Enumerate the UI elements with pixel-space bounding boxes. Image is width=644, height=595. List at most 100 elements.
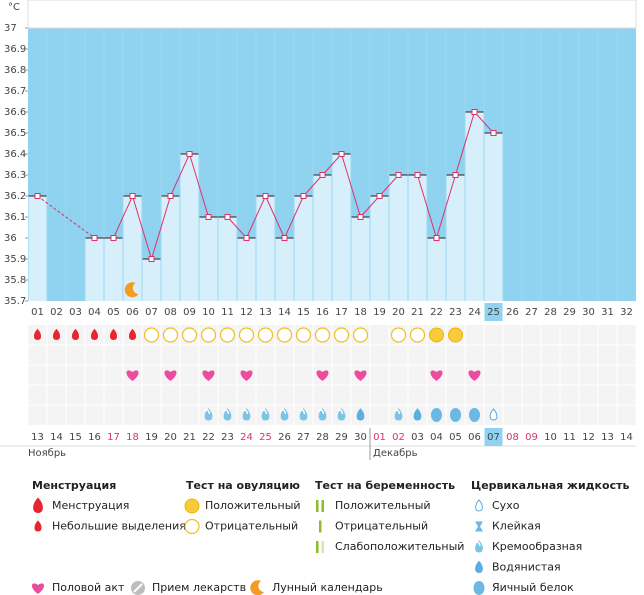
day-label: 28 [544,307,557,318]
temp-point [376,193,383,199]
icon-dry [475,499,483,512]
date-label: 11 [563,432,576,443]
moon [250,580,264,595]
bar [319,520,322,533]
day-label: 21 [411,307,424,318]
swirl [474,541,481,547]
icon-creamy [204,408,213,421]
day-label: 07 [145,307,158,318]
day-label: 16 [316,307,329,318]
temp-bar [294,196,313,301]
y-tick-label: 35.8 [4,275,26,286]
icon-preg-pos [316,500,324,512]
icon-heart [430,370,443,381]
icon-creamy [261,408,270,421]
drop [33,328,42,341]
ovulation-negative [352,327,369,343]
icon-heart [164,370,177,381]
ovulation-positive [448,327,463,343]
drop [489,408,498,421]
icon-negative [238,327,255,343]
temp-bar [484,133,503,301]
icon-creamy [394,408,403,421]
temp-bar [370,196,389,301]
top-area [27,0,637,29]
date-label: 10 [544,432,557,443]
bar [321,500,324,512]
ovulation-negative [390,327,407,343]
temp-point [433,235,440,241]
drop [33,497,43,514]
temp-bar [218,217,237,301]
icon-watery [356,408,365,421]
icon-eggwhite [469,408,480,422]
day-label: 26 [506,307,519,318]
icon-preg-weak [316,541,324,553]
icon-heart [316,370,329,381]
date-label: 19 [145,432,158,443]
day-label: 23 [449,307,462,318]
temp-bar [427,238,446,301]
bar [316,500,319,512]
date-label: 18 [126,432,139,443]
day-label: 10 [202,307,215,318]
icon-negative [409,327,426,343]
drop [242,408,251,421]
drop [394,408,403,421]
date-label: 04 [430,432,443,443]
icon-positive [184,498,200,514]
temp-bar [275,238,294,301]
date-label: 09 [525,432,538,443]
legend-label: Отрицательный [335,520,428,533]
moon [124,282,139,298]
temp-point [262,193,269,199]
date-label: 14 [620,432,633,443]
temp-point [129,193,136,199]
date-label: 13 [31,432,44,443]
temp-bar [332,154,351,301]
legend-label: Клейкая [492,520,541,533]
legend-label: Яичный белок [492,581,574,594]
swirl [394,409,401,415]
temp-bar [237,238,256,301]
date-label: 14 [50,432,63,443]
y-tick-label: 36.2 [4,191,26,202]
swirl [223,409,230,415]
heart [354,370,367,381]
drop [280,408,289,421]
icon-creamy [280,408,289,421]
date-label: 30 [354,432,367,443]
y-tick-label: 36 [4,233,17,244]
drop [299,408,308,421]
icon-heart [126,370,139,381]
temp-point [357,214,364,220]
drop [337,408,346,421]
ovulation-positive [184,498,200,514]
ovulation-negative [184,518,200,535]
icon-pill [131,581,145,595]
ovulation-negative [200,327,217,343]
icon-negative [276,327,293,343]
legend-label: Отрицательный [205,520,298,533]
temp-point [452,172,459,178]
sticky [475,521,483,532]
temp-point [186,151,193,157]
icon-negative [219,327,236,343]
date-label: 26 [278,432,291,443]
ovulation-negative [162,327,179,343]
icon-light [34,520,42,532]
ovulation-negative [257,327,274,343]
y-tick-label: 36.9 [4,44,26,55]
legend-label: Прием лекарств [152,581,246,594]
icon-creamy [223,408,232,421]
drop [109,328,118,341]
month-label: Ноябрь [28,448,66,459]
temp-point [471,109,478,115]
temp-point [319,172,326,178]
eggwhite [469,408,480,422]
day-label: 18 [354,307,367,318]
temp-bar [180,154,199,301]
date-label: 29 [335,432,348,443]
date-label: 02 [392,432,405,443]
temp-point [395,172,402,178]
